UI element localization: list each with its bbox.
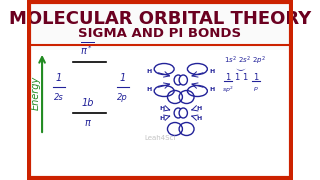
Text: 1: 1 — [56, 73, 62, 83]
Text: $1s^2\ 2s^2\ 2p^2$: $1s^2\ 2s^2\ 2p^2$ — [224, 55, 266, 67]
Text: H: H — [147, 69, 152, 73]
Text: Energy: Energy — [30, 76, 40, 110]
Text: 1b: 1b — [82, 98, 94, 108]
Text: $p$: $p$ — [253, 85, 258, 93]
Circle shape — [179, 75, 188, 85]
Text: H: H — [196, 116, 202, 120]
Text: 1: 1 — [226, 73, 231, 82]
Text: 1: 1 — [119, 73, 126, 83]
Text: H: H — [196, 105, 202, 111]
Circle shape — [174, 75, 182, 85]
Text: $\overline{\pi^*}$: $\overline{\pi^*}$ — [80, 40, 95, 57]
Text: 2s: 2s — [54, 93, 64, 102]
Text: SIGMA AND PI BONDS: SIGMA AND PI BONDS — [78, 26, 242, 39]
Text: 1: 1 — [253, 73, 258, 82]
Bar — [30, 3, 290, 50]
Text: H: H — [160, 105, 165, 111]
Text: H: H — [210, 87, 215, 91]
Text: 1: 1 — [242, 73, 247, 82]
Text: H: H — [147, 87, 152, 91]
Circle shape — [174, 108, 182, 118]
Text: 2p: 2p — [117, 93, 128, 102]
Text: $sp^2$: $sp^2$ — [222, 85, 234, 95]
Text: Leah4Sci: Leah4Sci — [144, 135, 176, 141]
Text: $\smile$: $\smile$ — [234, 63, 247, 73]
Text: H: H — [210, 69, 215, 73]
Text: π: π — [85, 118, 91, 128]
Text: H: H — [160, 116, 165, 120]
Text: 1: 1 — [234, 73, 239, 82]
Circle shape — [179, 108, 188, 118]
Text: MOLECULAR ORBITAL THEORY: MOLECULAR ORBITAL THEORY — [9, 10, 311, 28]
